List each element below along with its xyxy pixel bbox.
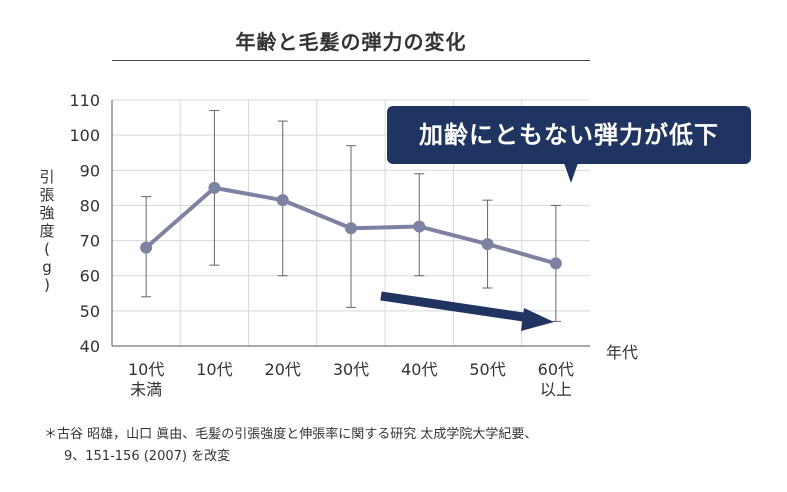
data-point	[549, 257, 562, 270]
y-tick-label: 80	[80, 196, 100, 215]
trend-arrow	[380, 291, 554, 331]
x-tick-label: 60代	[538, 360, 574, 379]
trend-arrow-shaft	[380, 291, 531, 323]
data-point	[345, 222, 357, 235]
y-axis-label-char: 張	[39, 186, 55, 204]
x-tick-label: 未満	[130, 380, 162, 399]
chart-title: 年齢と毛髪の弾力の変化	[235, 30, 467, 54]
footnote-line-2: 9、151-156 (2007) を改変	[64, 449, 231, 464]
y-axis-label-char: 度	[39, 222, 55, 240]
y-tick-label: 50	[80, 302, 100, 321]
x-tick-label: 10代	[196, 360, 232, 379]
y-tick-label: 70	[80, 232, 100, 251]
x-tick-label: 40代	[401, 360, 437, 379]
axes	[111, 100, 590, 347]
trend-arrow-head	[521, 308, 554, 331]
y-axis-label: 引張強度(g)	[36, 168, 58, 294]
y-tick-label: 100	[69, 126, 100, 145]
x-tick-label: 30代	[333, 360, 369, 379]
x-tick-label: 50代	[469, 360, 505, 379]
y-axis-label-char: 引	[39, 168, 55, 186]
data-point	[481, 238, 494, 251]
data-point	[140, 241, 153, 254]
y-axis-label-char: 強	[39, 204, 55, 222]
x-axis-label: 年代	[606, 343, 639, 362]
y-axis-label-char: (	[44, 240, 50, 258]
callout-box: 加齢にともない弾力が低下	[387, 106, 751, 164]
footnote-line-1: ＊古谷 昭雄，山口 眞由、毛髪の引張強度と伸張率に関する研究 太成学院大学紀要、	[44, 427, 538, 442]
y-tick-label: 60	[80, 267, 100, 286]
y-tick-label: 90	[80, 161, 100, 180]
title-underline	[112, 60, 590, 61]
callout-pointer	[564, 163, 578, 183]
data-point	[208, 181, 221, 194]
x-tick-label: 20代	[265, 360, 301, 379]
data-line	[140, 181, 562, 270]
x-tick-label: 10代	[128, 360, 164, 379]
data-point	[276, 194, 289, 207]
y-axis-label-char: g	[42, 258, 52, 276]
x-tick-label: 以上	[540, 380, 572, 399]
y-tick-label: 110	[69, 91, 100, 110]
y-axis-label-char: )	[44, 276, 50, 294]
y-tick-label: 40	[80, 337, 100, 356]
footnote: ＊古谷 昭雄，山口 眞由、毛髪の引張強度と伸張率に関する研究 太成学院大学紀要、…	[44, 424, 764, 468]
data-point	[413, 220, 426, 233]
